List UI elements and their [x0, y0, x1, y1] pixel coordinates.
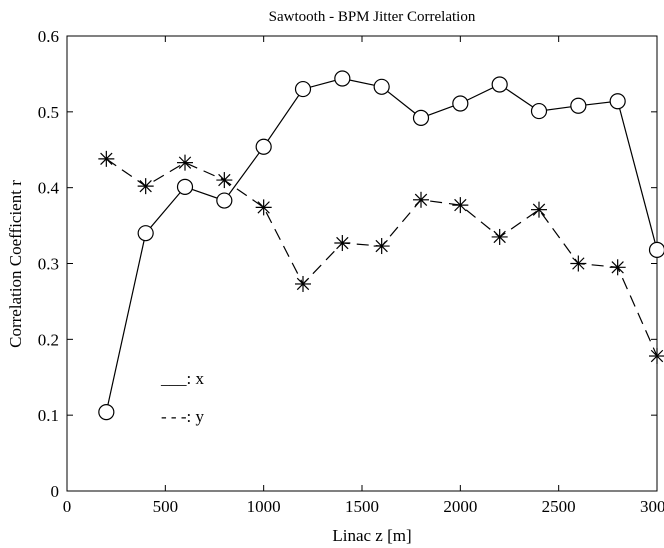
data-point-y	[177, 154, 193, 171]
data-point-y	[491, 228, 508, 245]
y-tick-label: 0.1	[38, 406, 59, 425]
data-point-x	[530, 102, 548, 120]
legend-entry-y: - - -: y	[161, 407, 204, 426]
x-tick-label: 1500	[345, 497, 379, 516]
data-point-x	[452, 95, 469, 112]
y-tick-label: 0	[51, 482, 60, 501]
data-point-x	[373, 78, 390, 95]
series-y	[98, 150, 664, 365]
data-point-x	[216, 192, 233, 209]
plot-border	[66, 35, 658, 492]
data-point-y	[255, 199, 272, 216]
x-tick-label: 1000	[247, 497, 281, 516]
chart-title: Sawtooth - BPM Jitter Correlation	[269, 9, 476, 25]
y-axis-label: Correlation Coefficient r	[6, 180, 25, 348]
data-point-y	[531, 201, 547, 218]
x-tick-label: 500	[153, 497, 179, 516]
data-point-x	[648, 241, 664, 258]
data-point-y	[609, 259, 626, 276]
data-point-y	[216, 172, 233, 189]
legend: ___: x - - -: y	[160, 369, 204, 426]
y-axis-ticks: 0 0.1 0.2 0.3 0.4 0.5 0.6	[38, 27, 657, 501]
plot-frame	[66, 35, 658, 492]
series-x	[98, 70, 664, 421]
data-point-y	[452, 197, 469, 214]
legend-entry-x: ___: x	[160, 369, 204, 388]
data-point-y	[137, 178, 154, 195]
data-point-y	[295, 275, 311, 292]
data-point-x	[176, 178, 194, 196]
data-point-x	[491, 76, 508, 93]
y-tick-label: 0.4	[38, 179, 60, 198]
data-point-x	[98, 404, 115, 421]
data-point-x	[137, 225, 154, 242]
y-tick-label: 0.6	[38, 27, 59, 46]
x-axis-label: Linac z [m]	[332, 526, 411, 545]
data-point-y	[98, 150, 115, 167]
data-point-x	[412, 109, 430, 127]
y-tick-label: 0.3	[38, 255, 59, 274]
data-point-y	[373, 238, 390, 255]
x-tick-label: 0	[63, 497, 72, 516]
x-tick-label: 2500	[542, 497, 576, 516]
data-point-x	[609, 93, 626, 110]
data-point-y	[570, 255, 587, 272]
y-tick-label: 0.2	[38, 330, 59, 349]
data-point-y	[649, 348, 664, 365]
series-layer	[98, 70, 664, 421]
data-point-x	[570, 97, 587, 114]
data-point-x	[334, 70, 351, 87]
y-tick-label: 0.5	[38, 103, 59, 122]
data-point-y	[334, 235, 351, 252]
data-point-x	[255, 138, 272, 155]
x-tick-label: 2000	[443, 497, 477, 516]
data-point-x	[294, 80, 312, 98]
data-point-y	[413, 191, 429, 208]
